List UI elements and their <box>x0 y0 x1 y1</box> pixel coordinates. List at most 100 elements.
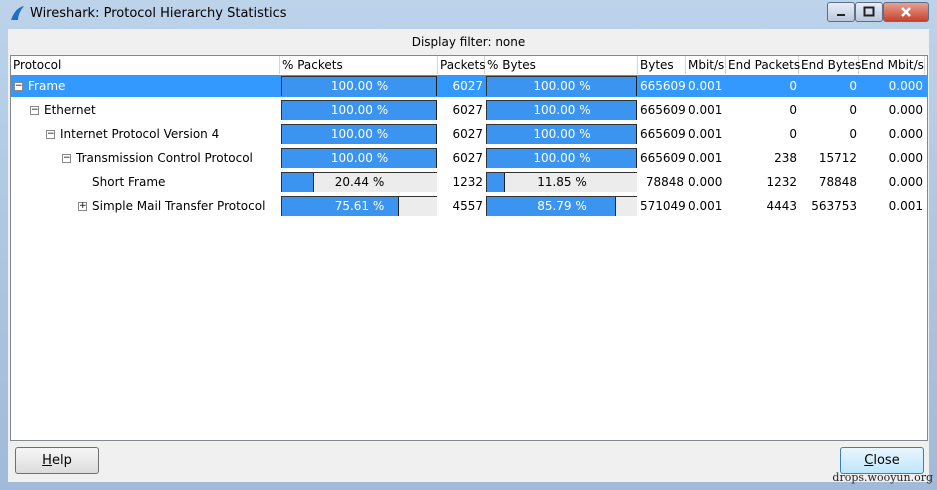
column-header-end-mbits: End Mbit/s <box>861 56 925 74</box>
mbits-cell: 0.001 <box>688 151 723 165</box>
collapse-toggle[interactable]: − <box>46 129 55 139</box>
watermark: drops.wooyun.org <box>832 471 933 484</box>
percent-label: 100.00 % <box>330 127 389 141</box>
end-bytes-cell: 563753 <box>811 199 857 213</box>
percent-bar-background: 100.00 % <box>486 124 637 144</box>
end-mbits-cell: 0.000 <box>888 127 923 141</box>
protocol-name: Transmission Control Protocol <box>76 151 253 165</box>
percent-bar <box>487 101 637 120</box>
bytes-cell: 665609 <box>640 103 686 117</box>
percent-bar <box>282 149 437 168</box>
percent-bar <box>487 173 505 192</box>
percent-bar <box>487 77 637 96</box>
column-header-end-packets: End Packets <box>728 56 801 74</box>
bytes-cell: 665609 <box>640 151 686 165</box>
end-bytes-cell: 15712 <box>818 151 857 165</box>
end-bytes-cell: 0 <box>849 127 857 141</box>
end-packets-cell: 0 <box>789 127 797 141</box>
protocol-name: Simple Mail Transfer Protocol <box>92 199 266 213</box>
end-packets-cell: 238 <box>774 151 797 165</box>
packets-cell: 6027 <box>452 79 483 93</box>
end-bytes-cell: 78848 <box>818 175 857 189</box>
percent-bar-background: 100.00 % <box>281 148 437 168</box>
end-mbits-cell: 0.000 <box>888 151 923 165</box>
help-button[interactable]: Help <box>15 447 99 474</box>
end-bytes-cell: 0 <box>849 103 857 117</box>
mbits-cell: 0.000 <box>688 175 723 189</box>
packets-cell: 4557 <box>452 199 483 213</box>
bytes-cell: 571049 <box>640 199 686 213</box>
column-header-mbits: Mbit/s <box>688 56 726 74</box>
collapse-toggle[interactable]: − <box>30 105 39 115</box>
title-bar: Wireshark: Protocol Hierarchy Statistics <box>0 0 937 28</box>
dialog-body: Display filter: none Protocol% Packets Pa… <box>8 29 929 482</box>
protocol-name: Frame <box>28 79 66 93</box>
column-header-bytes: Bytes <box>638 56 686 74</box>
percent-bar-background: 100.00 % <box>486 148 637 168</box>
mbits-cell: 0.001 <box>688 103 723 117</box>
collapse-toggle[interactable]: − <box>62 153 71 163</box>
end-mbits-cell: 0.001 <box>888 199 923 213</box>
percent-bar-background: 20.44 % <box>281 172 437 192</box>
column-header-end-bytes: End Bytes <box>801 56 862 74</box>
percent-bar-background: 11.85 % <box>486 172 637 192</box>
close-window-button[interactable] <box>883 2 929 22</box>
column-header-pct-bytes: % Bytes <box>485 56 638 74</box>
percent-label: 100.00 % <box>533 79 591 93</box>
percent-label: 100.00 % <box>533 127 591 141</box>
end-bytes-cell: 0 <box>849 79 857 93</box>
protocol-name: Internet Protocol Version 4 <box>60 127 220 141</box>
percent-label: 100.00 % <box>533 151 591 165</box>
percent-label: 85.79 % <box>537 199 587 213</box>
minimize-button[interactable] <box>827 2 855 22</box>
packets-cell: 6027 <box>452 103 483 117</box>
column-header-protocol: Protocol <box>11 56 280 74</box>
maximize-button[interactable] <box>855 2 883 22</box>
packets-cell: 6027 <box>452 127 483 141</box>
packets-cell: 1232 <box>452 175 483 189</box>
protocol-name: Short Frame <box>92 175 166 189</box>
percent-label: 100.00 % <box>330 103 389 117</box>
end-mbits-cell: 0.000 <box>888 103 923 117</box>
percent-bar <box>487 197 616 216</box>
mbits-cell: 0.001 <box>688 127 723 141</box>
percent-bar <box>282 197 400 216</box>
end-mbits-cell: 0.000 <box>888 79 923 93</box>
collapse-toggle[interactable]: − <box>14 81 23 91</box>
percent-bar <box>282 173 314 192</box>
protocol-table: Protocol% Packets Packets% Bytes Bytes Mbit… <box>10 55 928 441</box>
expand-toggle[interactable]: + <box>78 201 87 211</box>
bytes-cell: 665609 <box>640 127 686 141</box>
window-title: Wireshark: Protocol Hierarchy Statistics <box>30 6 287 21</box>
column-header-pct-packets: % Packets <box>280 56 438 74</box>
end-packets-cell: 4443 <box>766 199 797 213</box>
display-filter: Display filter: none <box>411 35 526 49</box>
percent-label: 100.00 % <box>533 103 591 117</box>
end-packets-cell: 1232 <box>766 175 797 189</box>
bytes-cell: 78848 <box>645 175 684 189</box>
mbits-cell: 0.001 <box>688 199 723 213</box>
percent-bar-background: 100.00 % <box>486 100 637 120</box>
packets-cell: 6027 <box>452 151 483 165</box>
percent-bar-background: 100.00 % <box>281 76 437 96</box>
end-mbits-cell: 0.000 <box>888 175 923 189</box>
percent-bar-background: 100.00 % <box>281 100 437 120</box>
column-header-packets: Packets <box>440 56 486 74</box>
selected-row-highlight <box>11 75 927 97</box>
percent-bar <box>282 101 437 120</box>
end-packets-cell: 0 <box>789 103 797 117</box>
percent-label: 100.00 % <box>330 79 389 93</box>
percent-label: 75.61 % <box>334 199 385 213</box>
percent-label: 100.00 % <box>330 151 389 165</box>
percent-label: 20.44 % <box>334 175 385 189</box>
percent-bar <box>282 125 437 144</box>
percent-bar-background: 100.00 % <box>281 124 437 144</box>
percent-label: 11.85 % <box>537 175 587 189</box>
percent-bar <box>487 149 637 168</box>
percent-bar-background: 100.00 % <box>486 76 637 96</box>
close-button[interactable]: Close <box>840 447 924 474</box>
bytes-cell: 665609 <box>640 79 686 93</box>
mbits-cell: 0.001 <box>688 79 723 93</box>
percent-bar-background: 85.79 % <box>486 196 637 216</box>
